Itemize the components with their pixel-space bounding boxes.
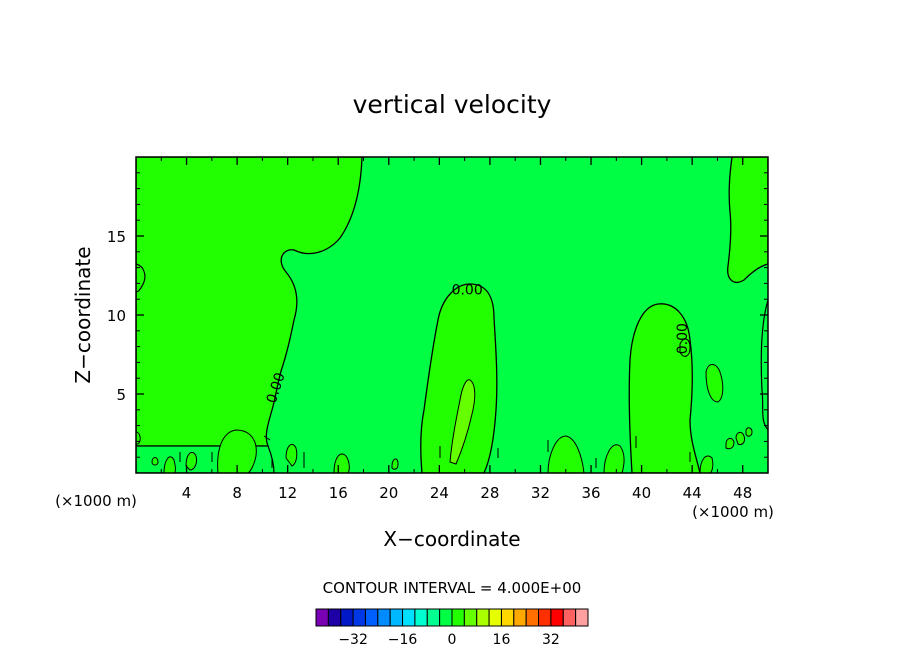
colorbar-swatch: [389, 608, 404, 627]
small-contour-blob: [735, 431, 745, 445]
small-contour-blob: [745, 427, 753, 437]
small-contour-blob: [699, 455, 714, 473]
small-contour-fragments: [179, 435, 691, 468]
x-tick-label: 4: [182, 484, 192, 502]
colorbar-swatch: [315, 608, 329, 627]
colorbar-swatch: [377, 608, 391, 627]
x-axis-label: X−coordinate: [383, 527, 520, 551]
colorbar-swatch: [327, 608, 342, 627]
center-updraft-region: [420, 283, 498, 473]
chart-title: vertical velocity: [353, 90, 552, 119]
x-tick-label: 36: [581, 484, 600, 502]
contour-interval-label: CONTOUR INTERVAL = 4.000E+00: [323, 579, 582, 597]
colorbar-swatch: [463, 608, 478, 627]
x-tick-label: 48: [733, 484, 752, 502]
x-tick-label: 24: [430, 484, 449, 502]
colorbar-swatch: [340, 608, 354, 627]
right-edge-zero-contour: [760, 299, 768, 431]
center-updraft-core: [449, 379, 476, 465]
colorbar-swatch: [402, 608, 416, 627]
colorbar-swatch: [562, 608, 577, 627]
x-tick-label: 40: [632, 484, 651, 502]
small-contour-blob: [151, 457, 159, 466]
colorbar-swatch: [364, 608, 379, 627]
upper-left-positive-region: [136, 157, 363, 447]
y-axis-label: Z−coordinate: [71, 246, 95, 383]
colorbar-tick-label: 32: [542, 632, 560, 648]
colorbar-swatch: [525, 608, 540, 627]
contour-label: 0.00: [675, 323, 691, 354]
upper-right-positive-region: [727, 157, 768, 283]
colorbar-tick-label: 16: [493, 632, 511, 648]
y-tick-label: 5: [116, 386, 126, 404]
colorbar-swatch: [352, 608, 366, 627]
colorbar-swatch: [500, 608, 515, 627]
x-unit-left: (×1000 m): [55, 492, 137, 510]
small-contour-blob: [285, 443, 298, 467]
x-tick-label: 44: [683, 484, 702, 502]
colorbar: −32 −16 0 16 32: [315, 608, 589, 648]
x-tick-label: 32: [531, 484, 550, 502]
colorbar-swatch: [538, 608, 552, 627]
small-contour-blob: [547, 435, 585, 473]
colorbar-tick-label: 0: [448, 632, 457, 648]
small-contour-blob: [725, 437, 735, 450]
x-tick-label: 16: [329, 484, 348, 502]
y-axis: 5 10 15: [107, 172, 768, 458]
colorbar-swatch: [550, 608, 564, 627]
y-tick-label: 10: [107, 307, 126, 325]
plot-area: [136, 157, 768, 473]
small-contour-blob: [603, 444, 625, 473]
colorbar-swatch: [414, 608, 428, 627]
small-contour-blob: [217, 429, 257, 473]
x-tick-label: 12: [278, 484, 297, 502]
small-contour-blob: [163, 456, 176, 473]
colorbar-swatch: [476, 608, 490, 627]
colorbar-swatch: [575, 608, 589, 627]
colorbar-tick-label: −32: [338, 632, 368, 648]
small-contour-blob: [185, 451, 197, 471]
x-tick-label: 28: [480, 484, 499, 502]
colorbar-swatch: [488, 608, 502, 627]
colorbar-tick-label: −16: [388, 632, 418, 648]
y-tick-label: 15: [107, 228, 126, 246]
left-edge-bump: [136, 263, 146, 293]
x-tick-label: 8: [232, 484, 242, 502]
small-contour-blob: [679, 338, 691, 357]
colorbar-swatch: [426, 608, 441, 627]
x-tick-label: 20: [379, 484, 398, 502]
x-unit-right: (×1000 m): [692, 503, 774, 521]
x-axis: 4 8 12 16 20 24 28 32 36 40 44 48: [160, 157, 752, 502]
small-contour-blob: [391, 458, 399, 470]
small-contour-blob: [705, 364, 724, 403]
contour-label: 0.00: [452, 282, 483, 298]
colorbar-swatch: [439, 608, 453, 627]
colorbar-swatch: [513, 608, 527, 627]
colorbar-swatch: [451, 608, 465, 627]
